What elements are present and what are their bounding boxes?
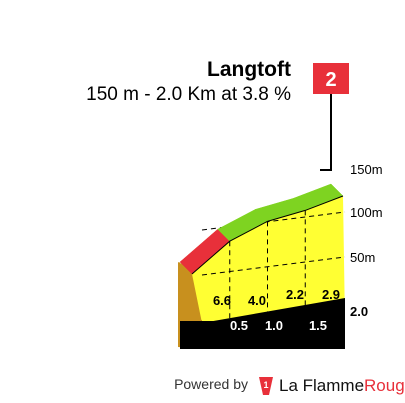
km-marker-label: 1.0 (265, 318, 283, 333)
summit-flag-label: 2 (325, 69, 336, 91)
summit-flag (313, 63, 349, 94)
gradient-label: 6.6 (213, 293, 231, 308)
chart-subtitle: 150 m - 2.0 Km at 3.8 % (86, 84, 291, 105)
distance-base-front (180, 321, 345, 349)
distance-base (180, 298, 345, 349)
distance-end-label: 2.0 (350, 304, 368, 319)
chart-title: Langtoft (207, 58, 291, 81)
gradient-label: 2.9 (322, 287, 340, 302)
elevation-gridline (201, 211, 346, 231)
gradient-label: 4.0 (248, 293, 266, 308)
elevation-tick-label: 100m (350, 205, 383, 220)
profile-front-face (192, 196, 345, 323)
powered-by-text: Powered by (174, 376, 248, 392)
brand-name-prefix: La Flamme (279, 376, 364, 395)
km-marker-label: 0.5 (230, 318, 248, 333)
elevation-gridline (201, 256, 346, 276)
gradient-bands (179, 183, 344, 275)
elevation-tick-label: 150m (350, 162, 383, 177)
svg-text:1: 1 (263, 380, 268, 390)
brand-name-suffix: Rouge (364, 376, 405, 395)
brand-name: La FlammeRouge (279, 376, 405, 395)
flamme-rouge-logo-icon: 1 (259, 377, 273, 395)
profile-outline (191, 195, 344, 275)
elevation-tick-label: 50m (350, 250, 375, 265)
gradient-label: 2.2 (286, 287, 304, 302)
profile-labels: 6.6 4.0 2.2 2.9 0.5 1.0 1.5 2.0 150m 100m 50m (213, 162, 383, 333)
km-marker-label: 1.5 (309, 318, 327, 333)
profile-gridlines (201, 210, 346, 323)
